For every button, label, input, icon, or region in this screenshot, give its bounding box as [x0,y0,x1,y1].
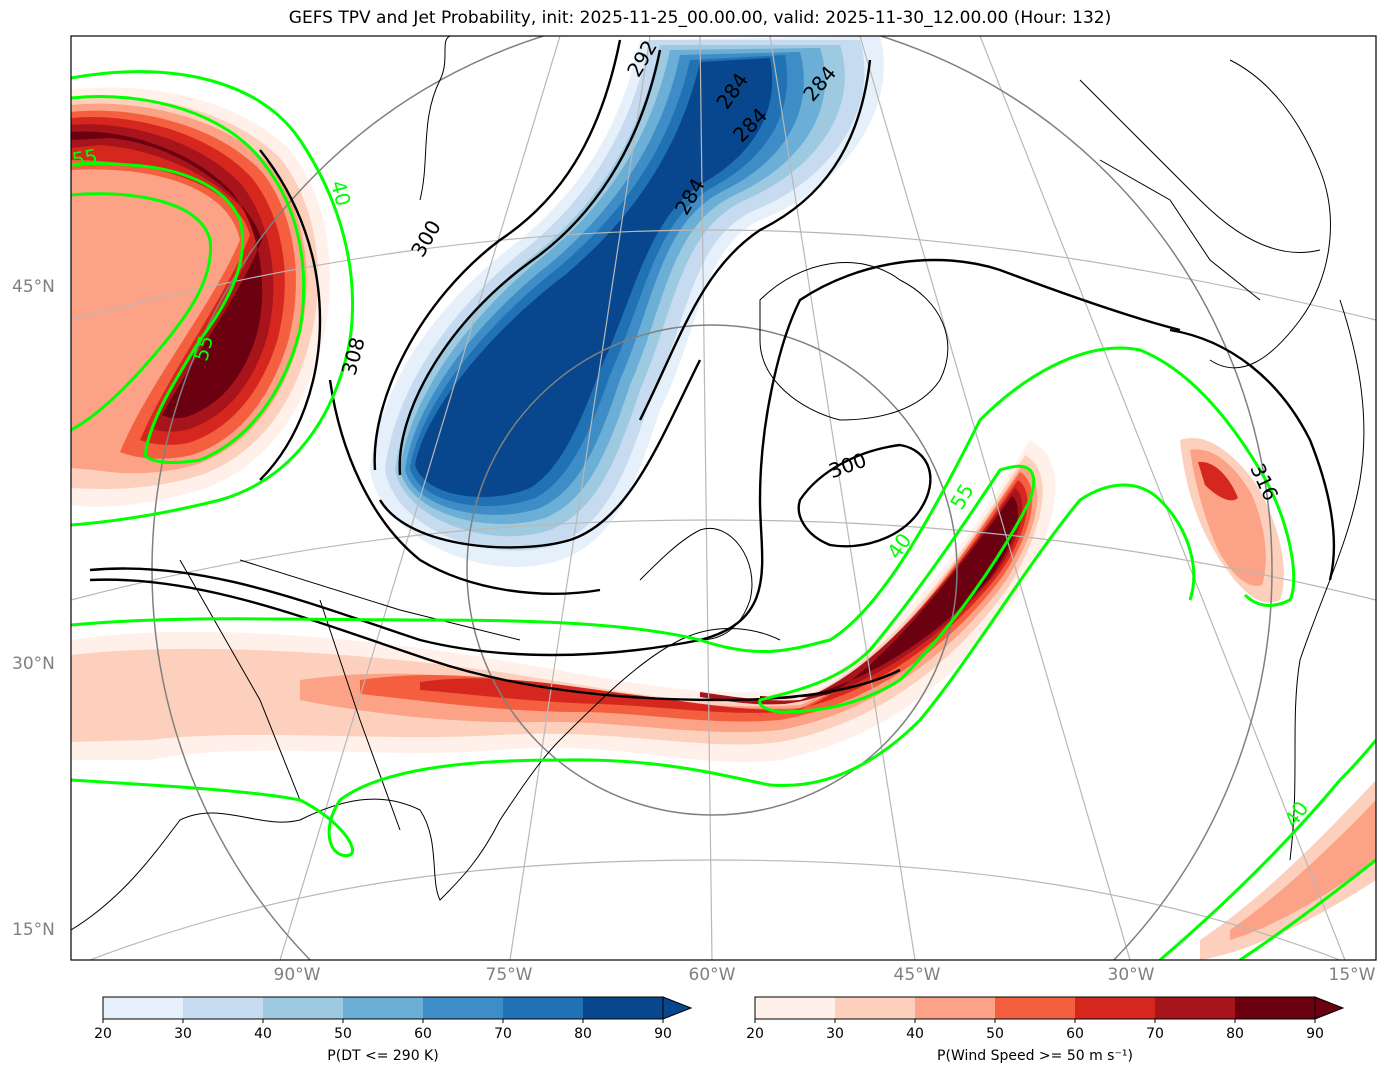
lon-label-60w: 60°W [688,965,736,985]
colorbar-tick-label: 20 [746,1026,764,1042]
colorbar-extend-arrow [1314,996,1345,1020]
colorbar-wind [754,996,1345,1023]
colorbar-tick-label: 70 [494,1026,512,1042]
colorbar-segment [1155,997,1236,1019]
colorbar-segment [503,997,584,1019]
colorbar-tick-label: 50 [334,1026,352,1042]
graticule [71,36,1376,960]
colorbar-tick-label: 40 [906,1026,924,1042]
jet-contours [71,70,1376,960]
colorbar-tick-label: 90 [654,1026,672,1042]
lon-label-45w: 45°W [893,965,941,985]
lon-label-15w: 15°W [1328,965,1376,985]
colorbar-wind-label: P(Wind Speed >= 50 m s⁻¹) [937,1048,1133,1064]
colorbar-segment [103,997,184,1019]
colorbar-segment [583,997,664,1019]
colorbar-extend-arrow [662,996,693,1020]
lon-label-30w: 30°W [1107,965,1155,985]
figure-title: GEFS TPV and Jet Probability, init: 2025… [288,8,1112,28]
lat-label-30: 30°N [12,654,55,674]
colorbar-segment [995,997,1076,1019]
colorbar-segment [423,997,504,1019]
colorbar-tick-label: 30 [174,1026,192,1042]
colorbar-dt [102,996,693,1023]
colorbar-frame [754,996,1316,1020]
lat-label-15: 15°N [12,920,55,940]
colorbar-frame [102,996,664,1020]
colorbar-tick-label: 80 [1226,1026,1244,1042]
lon-label-75w: 75°W [485,965,533,985]
colorbar-segment [343,997,424,1019]
colorbar-tick-label: 60 [1066,1026,1084,1042]
jet-contour-label: 55 [70,144,99,172]
colorbar-tick-label: 90 [1306,1026,1324,1042]
colorbar-tick-label: 40 [254,1026,272,1042]
theta-contours [89,39,1336,702]
colorbar-segment [1235,997,1316,1019]
lon-label-90w: 90°W [273,965,321,985]
colorbar-segment [183,997,264,1019]
colorbar-dt-label: P(DT <= 290 K) [327,1048,439,1064]
colorbar-tick-label: 20 [94,1026,112,1042]
lat-label-45: 45°N [12,277,55,297]
map-frame [70,35,1377,961]
colorbar-tick-label: 80 [574,1026,592,1042]
colorbar-tick-label: 50 [986,1026,1004,1042]
colorbar-segment [835,997,916,1019]
colorbar-segment [1075,997,1156,1019]
colorbar-tick-label: 60 [414,1026,432,1042]
colorbar-tick-label: 70 [1146,1026,1164,1042]
colorbar-tick-label: 30 [826,1026,844,1042]
colorbar-segment [755,997,836,1019]
colorbar-segment [263,997,344,1019]
colorbar-segment [915,997,996,1019]
